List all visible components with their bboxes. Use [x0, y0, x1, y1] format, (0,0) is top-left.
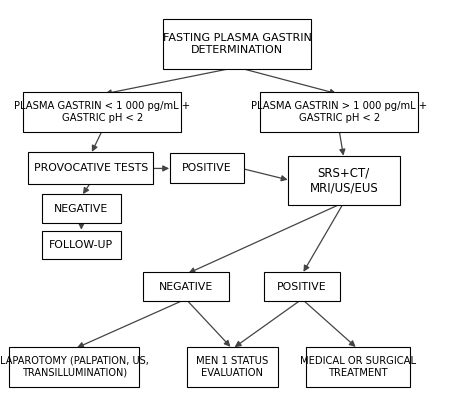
FancyBboxPatch shape [42, 231, 121, 258]
FancyBboxPatch shape [42, 195, 121, 222]
FancyBboxPatch shape [260, 92, 418, 133]
Text: POSITIVE: POSITIVE [277, 282, 327, 292]
Text: MEDICAL OR SURGICAL
TREATMENT: MEDICAL OR SURGICAL TREATMENT [300, 356, 416, 378]
FancyBboxPatch shape [288, 156, 400, 204]
Text: NEGATIVE: NEGATIVE [159, 282, 213, 292]
FancyBboxPatch shape [187, 347, 278, 387]
Text: NEGATIVE: NEGATIVE [54, 204, 109, 213]
FancyBboxPatch shape [143, 272, 229, 301]
Text: PLASMA GASTRIN < 1 000 pg/mL +
GASTRIC pH < 2: PLASMA GASTRIN < 1 000 pg/mL + GASTRIC p… [14, 101, 191, 123]
FancyBboxPatch shape [264, 272, 340, 301]
FancyBboxPatch shape [9, 347, 139, 387]
Text: LAPAROTOMY (PALPATION, US,
TRANSILLUMINATION): LAPAROTOMY (PALPATION, US, TRANSILLUMINA… [0, 356, 149, 378]
Text: MEN 1 STATUS
EVALUATION: MEN 1 STATUS EVALUATION [196, 356, 268, 378]
FancyBboxPatch shape [23, 92, 181, 133]
Text: SRS+CT/
MRI/US/EUS: SRS+CT/ MRI/US/EUS [310, 166, 378, 195]
FancyBboxPatch shape [28, 153, 154, 184]
FancyBboxPatch shape [170, 153, 244, 184]
Text: PLASMA GASTRIN > 1 000 pg/mL +
GASTRIC pH < 2: PLASMA GASTRIN > 1 000 pg/mL + GASTRIC p… [251, 101, 427, 123]
Text: PROVOCATIVE TESTS: PROVOCATIVE TESTS [34, 164, 148, 173]
Text: FOLLOW-UP: FOLLOW-UP [49, 240, 113, 249]
FancyBboxPatch shape [163, 19, 311, 69]
FancyBboxPatch shape [306, 347, 410, 387]
Text: FASTING PLASMA GASTRIN
DETERMINATION: FASTING PLASMA GASTRIN DETERMINATION [163, 33, 311, 55]
Text: POSITIVE: POSITIVE [182, 164, 232, 173]
